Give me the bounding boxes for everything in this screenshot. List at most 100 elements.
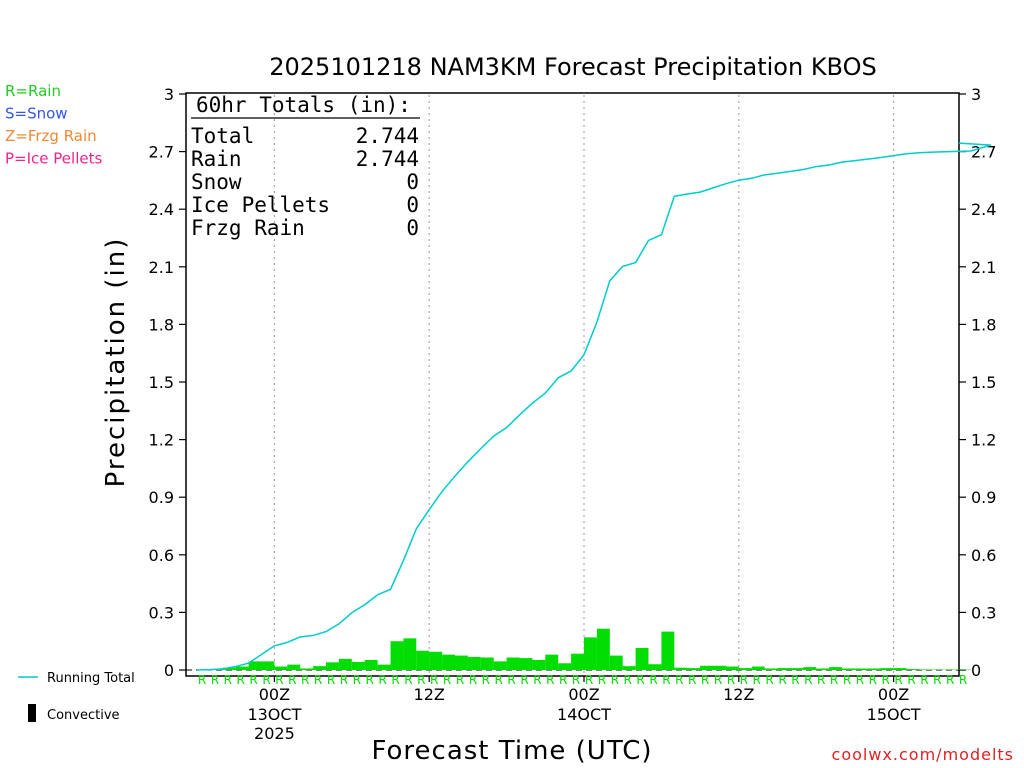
type-legend-item: S=Snow — [5, 105, 68, 123]
hourly-precip-bar — [416, 650, 430, 670]
type-marker: R — [920, 673, 928, 687]
hourly-precip-bar — [506, 657, 520, 670]
hourly-precip-bar — [648, 664, 662, 670]
totals-row-label: Frzg Rain — [191, 216, 305, 240]
hourly-precip-bar — [558, 663, 572, 670]
y-tick-label-left: 2.1 — [149, 258, 174, 277]
hourly-precip-bar — [455, 655, 468, 670]
credit-text: coolwx.com/modelts — [832, 745, 1014, 764]
precip-type-legend: R=Rain S=Snow Z=Frzg Rain P=Ice Pellets — [5, 82, 102, 168]
hourly-precip-bar — [687, 668, 701, 670]
type-marker: R — [585, 673, 593, 687]
type-marker: R — [353, 673, 361, 687]
type-marker: R — [624, 673, 632, 687]
type-marker: R — [933, 673, 941, 687]
hourly-precip-bar — [609, 655, 623, 670]
y-tick-label-left: 2.4 — [149, 200, 174, 219]
type-marker: R — [366, 673, 374, 687]
type-marker: R — [636, 673, 644, 687]
hourly-precip-bar — [493, 661, 507, 670]
type-marker: R — [301, 673, 309, 687]
plot-frame — [185, 92, 960, 677]
type-marker: R — [533, 673, 541, 687]
hourly-precip-bar — [842, 668, 855, 670]
y-tick-label-left: 0.3 — [149, 603, 174, 622]
hourly-precip-bar — [919, 669, 933, 670]
totals-row-value: 0 — [406, 216, 419, 240]
x-tick-label-time: 00Z — [568, 685, 599, 704]
gridlines — [186, 95, 959, 676]
type-marker: R — [611, 673, 619, 687]
type-legend-item: Z=Frzg Rain — [5, 127, 97, 145]
type-marker: R — [740, 673, 748, 687]
type-marker: R — [688, 673, 696, 687]
hourly-precip-bar — [248, 661, 262, 670]
totals-header: 60hr Totals (in): — [196, 93, 411, 117]
hourly-precip-bar — [519, 658, 533, 670]
type-marker: R — [520, 673, 528, 687]
hourly-precip-bar — [790, 668, 804, 670]
y-tick-label-right: 1.5 — [971, 373, 996, 392]
y-tick-label-right: 2.1 — [971, 258, 996, 277]
hourly-precip-bar — [635, 647, 649, 670]
bottom-legend: Running Total Convective — [18, 671, 135, 723]
type-marker: R — [456, 673, 464, 687]
type-marker: R — [765, 673, 773, 687]
type-marker: R — [830, 673, 838, 687]
type-marker: R — [791, 673, 799, 687]
running-total-line-group — [196, 142, 992, 671]
y-tick-label-right: 3 — [971, 85, 981, 104]
type-marker: R — [211, 673, 219, 687]
hourly-precip-bar — [803, 667, 817, 670]
type-marker: R — [314, 673, 322, 687]
type-marker: R — [417, 673, 425, 687]
x-tick-label-time: 00Z — [259, 685, 290, 704]
type-marker: R — [662, 673, 670, 687]
y-tick-label-right: 0.9 — [971, 488, 996, 507]
type-marker: R — [198, 673, 206, 687]
type-marker: R — [714, 673, 722, 687]
type-marker: R — [404, 673, 412, 687]
hourly-precip-bar — [816, 668, 830, 670]
hourly-precip-bars — [197, 628, 971, 670]
hourly-precip-bar — [751, 666, 765, 670]
type-marker: R — [443, 673, 451, 687]
hourly-precip-bar — [403, 638, 417, 670]
type-marker: R — [559, 673, 567, 687]
chart-title: 2025101218 NAM3KM Forecast Precipitation… — [269, 53, 876, 81]
type-marker: R — [546, 673, 554, 687]
type-marker: R — [946, 673, 954, 687]
hourly-precip-bar — [261, 661, 275, 670]
x-tick-label-time: 12Z — [723, 685, 754, 704]
running-total-legend-label: Running Total — [47, 671, 135, 686]
type-marker: R — [894, 673, 902, 687]
type-marker: R — [495, 673, 503, 687]
type-marker: R — [817, 673, 825, 687]
y-tick-label-right: 0.6 — [971, 546, 996, 565]
type-marker: R — [804, 673, 812, 687]
type-marker: R — [224, 673, 232, 687]
type-marker: R — [572, 673, 580, 687]
totals-row-value: 0 — [406, 193, 419, 217]
y-tick-label-left: 0.6 — [149, 546, 174, 565]
type-marker: R — [237, 673, 245, 687]
type-marker: R — [430, 673, 438, 687]
x-tick-label-date: 14OCT — [557, 705, 611, 724]
hourly-precip-bar — [532, 660, 546, 670]
hourly-precip-bar — [661, 631, 675, 670]
totals-row-value: 2.744 — [356, 124, 419, 148]
y-tick-label-right: 0 — [971, 661, 981, 680]
totals-row-label: Total — [191, 124, 254, 148]
type-marker: R — [249, 673, 257, 687]
type-marker: R — [701, 673, 709, 687]
type-marker: R — [753, 673, 761, 687]
hourly-precip-bar — [854, 668, 868, 670]
type-marker: R — [482, 673, 490, 687]
hourly-precip-bar — [313, 666, 326, 670]
x-tick-label-year: 2025 — [254, 724, 295, 743]
type-marker: R — [649, 673, 657, 687]
hourly-precip-bar — [571, 653, 584, 670]
hourly-precip-bar — [300, 668, 314, 670]
